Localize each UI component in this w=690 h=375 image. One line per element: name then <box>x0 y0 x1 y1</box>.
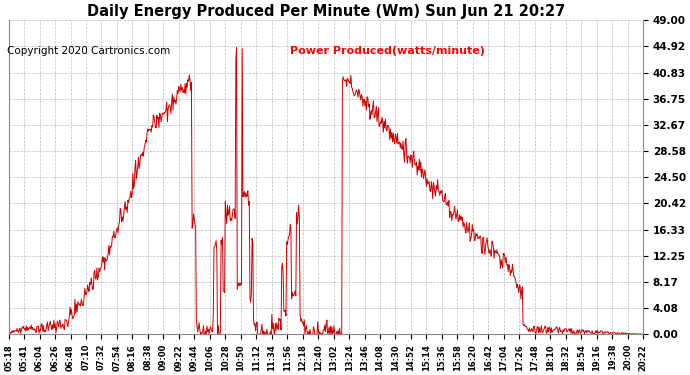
Text: Power Produced(watts/minute): Power Produced(watts/minute) <box>290 46 484 56</box>
Title: Daily Energy Produced Per Minute (Wm) Sun Jun 21 20:27: Daily Energy Produced Per Minute (Wm) Su… <box>87 4 565 19</box>
Text: Copyright 2020 Cartronics.com: Copyright 2020 Cartronics.com <box>7 46 170 56</box>
